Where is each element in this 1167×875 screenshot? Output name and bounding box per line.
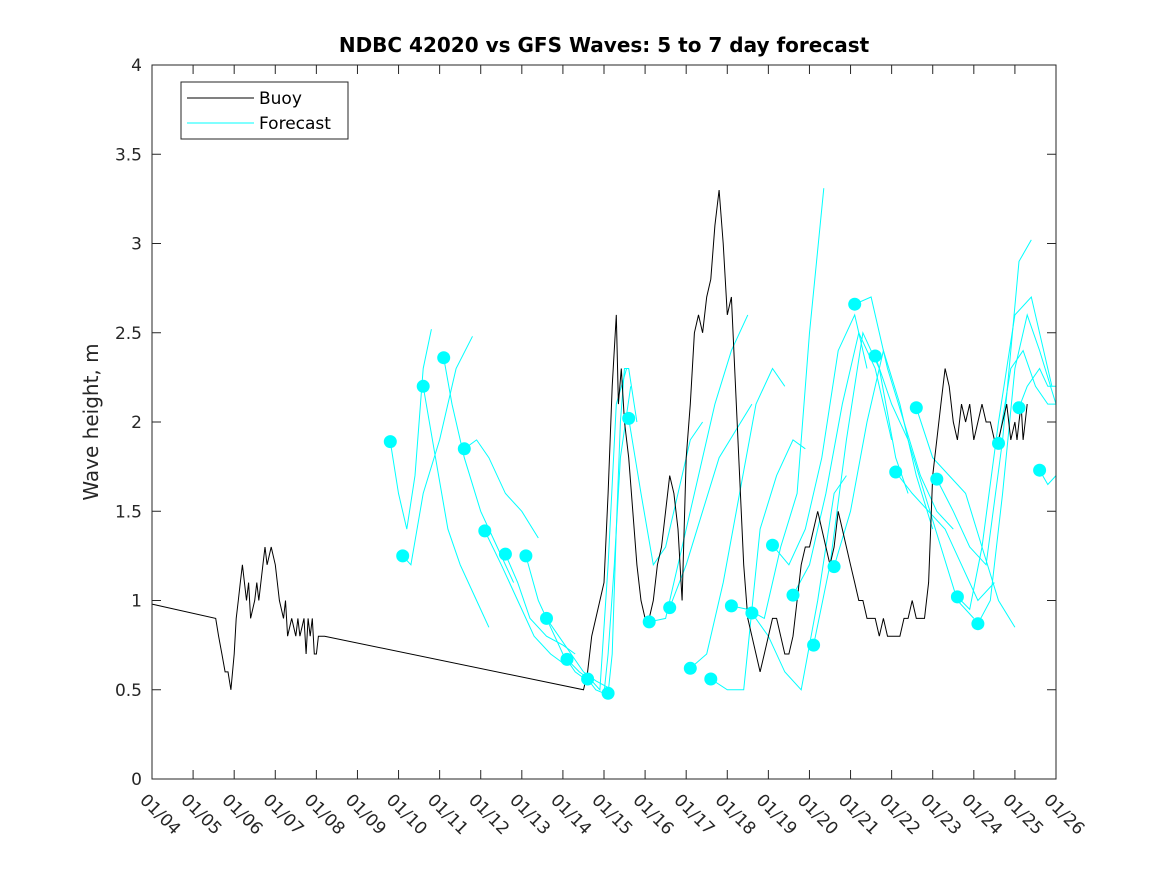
forecast-marker-33 <box>1033 463 1047 477</box>
buoy-line <box>151 189 1028 691</box>
forecast-marker-1 <box>383 435 397 449</box>
forecast-series-group <box>389 188 1057 695</box>
forecast-marker-30 <box>971 617 985 631</box>
forecast-marker-group <box>383 297 1047 700</box>
forecast-marker-18 <box>724 599 738 613</box>
y-axis: 0 0.5 1 1.5 2 2.5 3 3.5 4 <box>115 56 1056 790</box>
forecast-marker-29 <box>950 590 964 604</box>
forecast-marker-5 <box>457 442 471 456</box>
forecast-line-13 <box>628 418 704 567</box>
forecast-line-28 <box>936 239 1032 566</box>
forecast-marker-4 <box>437 351 451 365</box>
forecast-line-20 <box>772 313 868 566</box>
forecast-line-16 <box>689 367 786 669</box>
forecast-line-24 <box>854 296 954 530</box>
legend-box <box>180 81 349 140</box>
forecast-line-5 <box>464 439 539 539</box>
forecast-marker-7 <box>498 547 512 561</box>
forecast-line-14 <box>649 314 749 623</box>
forecast-marker-2 <box>396 549 410 563</box>
forecast-line-6 <box>484 530 564 664</box>
plot-area: 01/0401/0501/0601/0701/0801/0901/1001/11… <box>115 56 1088 839</box>
y-tick-label: 4 <box>131 56 142 76</box>
forecast-line-29 <box>957 295 1053 611</box>
forecast-marker-24 <box>848 297 862 311</box>
forecast-line-3 <box>422 386 490 628</box>
forecast-marker-28 <box>930 472 944 486</box>
forecast-marker-15 <box>663 601 677 615</box>
forecast-marker-22 <box>807 638 821 652</box>
forecast-line-10 <box>566 368 628 692</box>
y-tick-label: 2.5 <box>115 324 142 344</box>
forecast-marker-11 <box>581 672 595 686</box>
forecast-marker-13 <box>622 411 636 425</box>
forecast-line-32 <box>1018 367 1056 408</box>
forecast-marker-12 <box>601 686 615 700</box>
y-tick-label: 1.5 <box>115 502 142 522</box>
forecast-marker-20 <box>766 538 779 552</box>
forecast-marker-8 <box>519 549 533 563</box>
forecast-marker-26 <box>889 465 903 479</box>
forecast-line-12 <box>607 368 638 694</box>
forecast-marker-10 <box>560 652 574 666</box>
forecast-line-7 <box>504 553 576 655</box>
forecast-marker-6 <box>478 524 492 538</box>
legend: Buoy Forecast <box>180 81 349 140</box>
forecast-line-15 <box>669 403 753 608</box>
forecast-line-26 <box>895 471 995 602</box>
y-tick-label: 1 <box>131 592 142 612</box>
forecast-marker-25 <box>868 349 882 363</box>
forecast-marker-16 <box>683 661 697 675</box>
forecast-line-27 <box>915 407 1016 628</box>
y-tick-label: 3 <box>131 235 142 255</box>
forecast-marker-19 <box>745 606 759 620</box>
forecast-line-11 <box>587 386 632 695</box>
forecast-line-1 <box>389 329 432 530</box>
legend-forecast-label: Forecast <box>259 114 331 134</box>
buoy-series-group <box>151 189 1028 691</box>
y-tick-label: 3.5 <box>115 145 142 165</box>
axes-background <box>152 65 1056 779</box>
forecast-marker-23 <box>827 560 841 574</box>
forecast-line-17 <box>710 439 806 691</box>
forecast-marker-31 <box>992 436 1005 450</box>
legend-buoy-label: Buoy <box>259 89 302 109</box>
y-tick-label: 2 <box>131 413 142 433</box>
forecast-line-8 <box>525 555 588 682</box>
forecast-marker-14 <box>642 615 656 629</box>
forecast-line-2 <box>402 336 473 566</box>
forecast-marker-3 <box>416 379 430 393</box>
chart-title: NDBC 42020 vs GFS Waves: 5 to 7 day fore… <box>339 33 870 57</box>
y-axis-label: Wave height, m <box>79 343 103 500</box>
forecast-line-31 <box>998 349 1056 444</box>
forecast-marker-9 <box>540 611 553 625</box>
forecast-marker-21 <box>786 588 800 602</box>
forecast-line-21 <box>792 331 893 596</box>
y-tick-label: 0 <box>131 770 142 790</box>
forecast-line-30 <box>977 313 1057 624</box>
y-tick-label: 0.5 <box>115 681 142 701</box>
forecast-marker-32 <box>1012 401 1026 415</box>
forecast-marker-27 <box>909 401 923 415</box>
forecast-line-9 <box>546 618 613 691</box>
forecast-marker-17 <box>704 672 718 686</box>
